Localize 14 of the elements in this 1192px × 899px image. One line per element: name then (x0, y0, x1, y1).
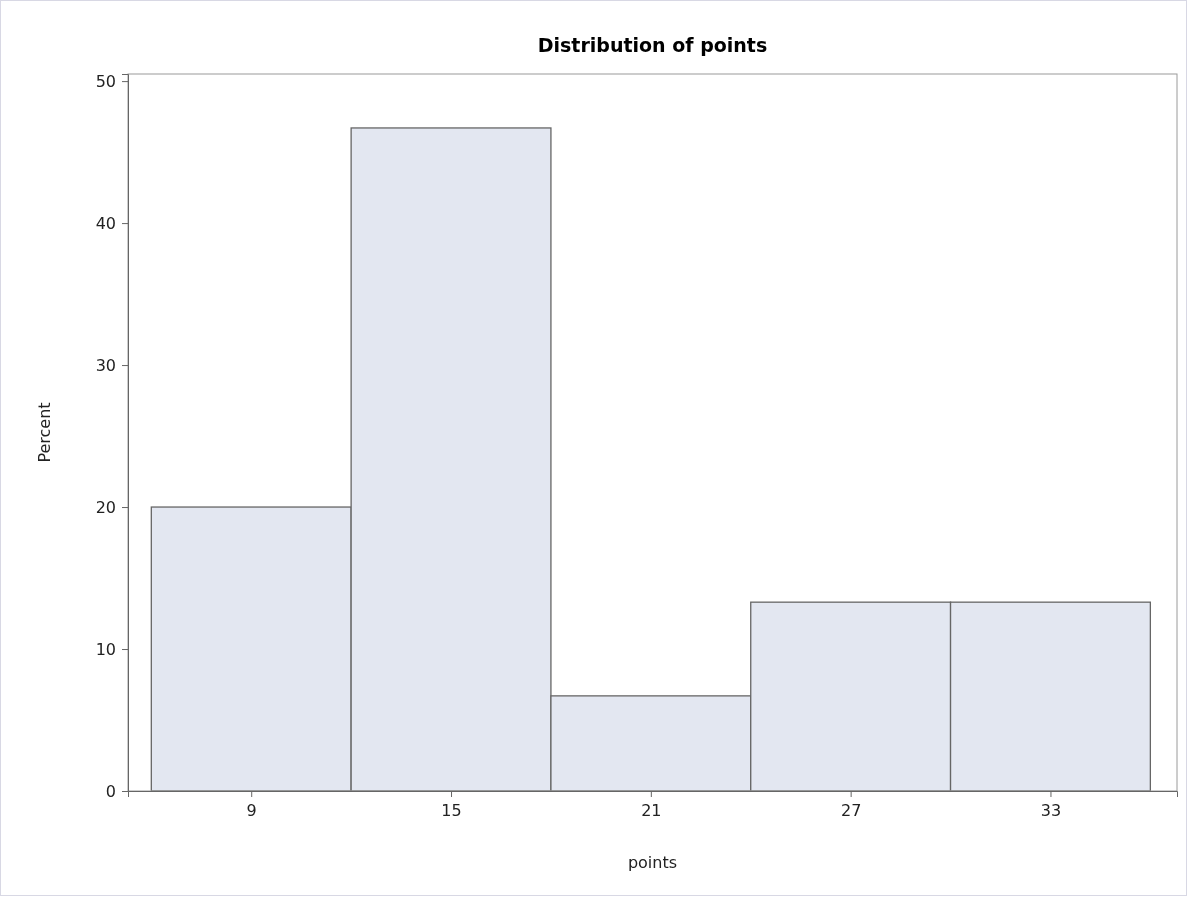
x-tick-label: 9 (246, 801, 257, 821)
y-tick-label: 40 (95, 213, 116, 233)
y-tick-label: 10 (95, 639, 116, 659)
x-tick-label: 21 (641, 801, 662, 821)
y-tick-label: 30 (95, 355, 116, 375)
x-tick-label: 15 (441, 801, 462, 821)
y-axis-title: Percent (35, 402, 54, 463)
x-axis-title: points (627, 853, 678, 872)
chart-title: Distribution of points (537, 34, 768, 56)
x-tick-label: 27 (840, 801, 862, 821)
x-tick-label: 33 (1040, 801, 1062, 821)
y-tick-label: 50 (95, 71, 116, 91)
y-tick-label: 0 (105, 781, 116, 801)
y-tick-label: 20 (95, 497, 116, 517)
